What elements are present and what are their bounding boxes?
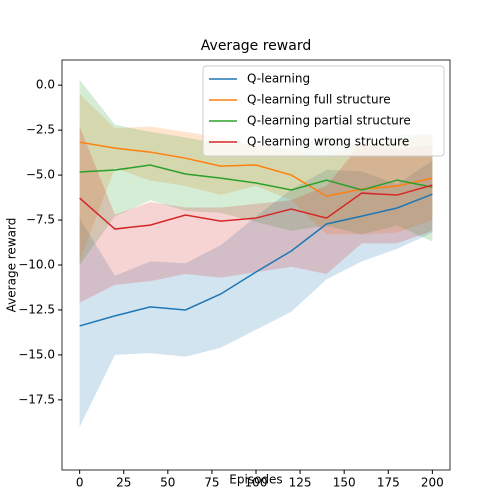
y-tick-label: 0.0 <box>36 78 55 92</box>
x-tick-label: 75 <box>204 476 219 490</box>
x-axis-label: Episodes <box>229 473 282 487</box>
error-band <box>79 126 433 303</box>
y-tick-label: −10.0 <box>18 258 55 272</box>
series-line <box>79 184 433 230</box>
x-tick-label: 25 <box>116 476 131 490</box>
y-tick-label: −12.5 <box>18 302 55 316</box>
y-tick-label: −5.0 <box>26 168 55 182</box>
series-line <box>79 141 433 197</box>
x-tick-label: 125 <box>289 476 312 490</box>
x-tick-label: 150 <box>333 476 356 490</box>
y-tick-label: −7.5 <box>26 213 55 227</box>
x-tick-label: 100 <box>245 476 268 490</box>
x-tick-label: 0 <box>76 476 84 490</box>
x-tick-label: 200 <box>421 476 444 490</box>
y-tick-label: −15.0 <box>18 347 55 361</box>
y-tick-label: −17.5 <box>18 392 55 406</box>
y-tick-label: −2.5 <box>26 123 55 137</box>
legend-label: Q-learning <box>247 72 310 86</box>
error-band <box>79 79 433 265</box>
series-line <box>79 193 433 327</box>
chart-title: Average reward <box>201 38 311 54</box>
y-axis-label: Average reward <box>5 218 19 313</box>
error-band <box>79 160 433 427</box>
x-tick-label: 50 <box>160 476 175 490</box>
legend-label: Q-learning partial structure <box>247 114 411 128</box>
legend-label: Q-learning wrong structure <box>247 135 409 149</box>
legend-label: Q-learning full structure <box>247 93 391 107</box>
x-tick-label: 175 <box>377 476 400 490</box>
series-line <box>79 164 433 191</box>
legend-box <box>202 65 445 157</box>
